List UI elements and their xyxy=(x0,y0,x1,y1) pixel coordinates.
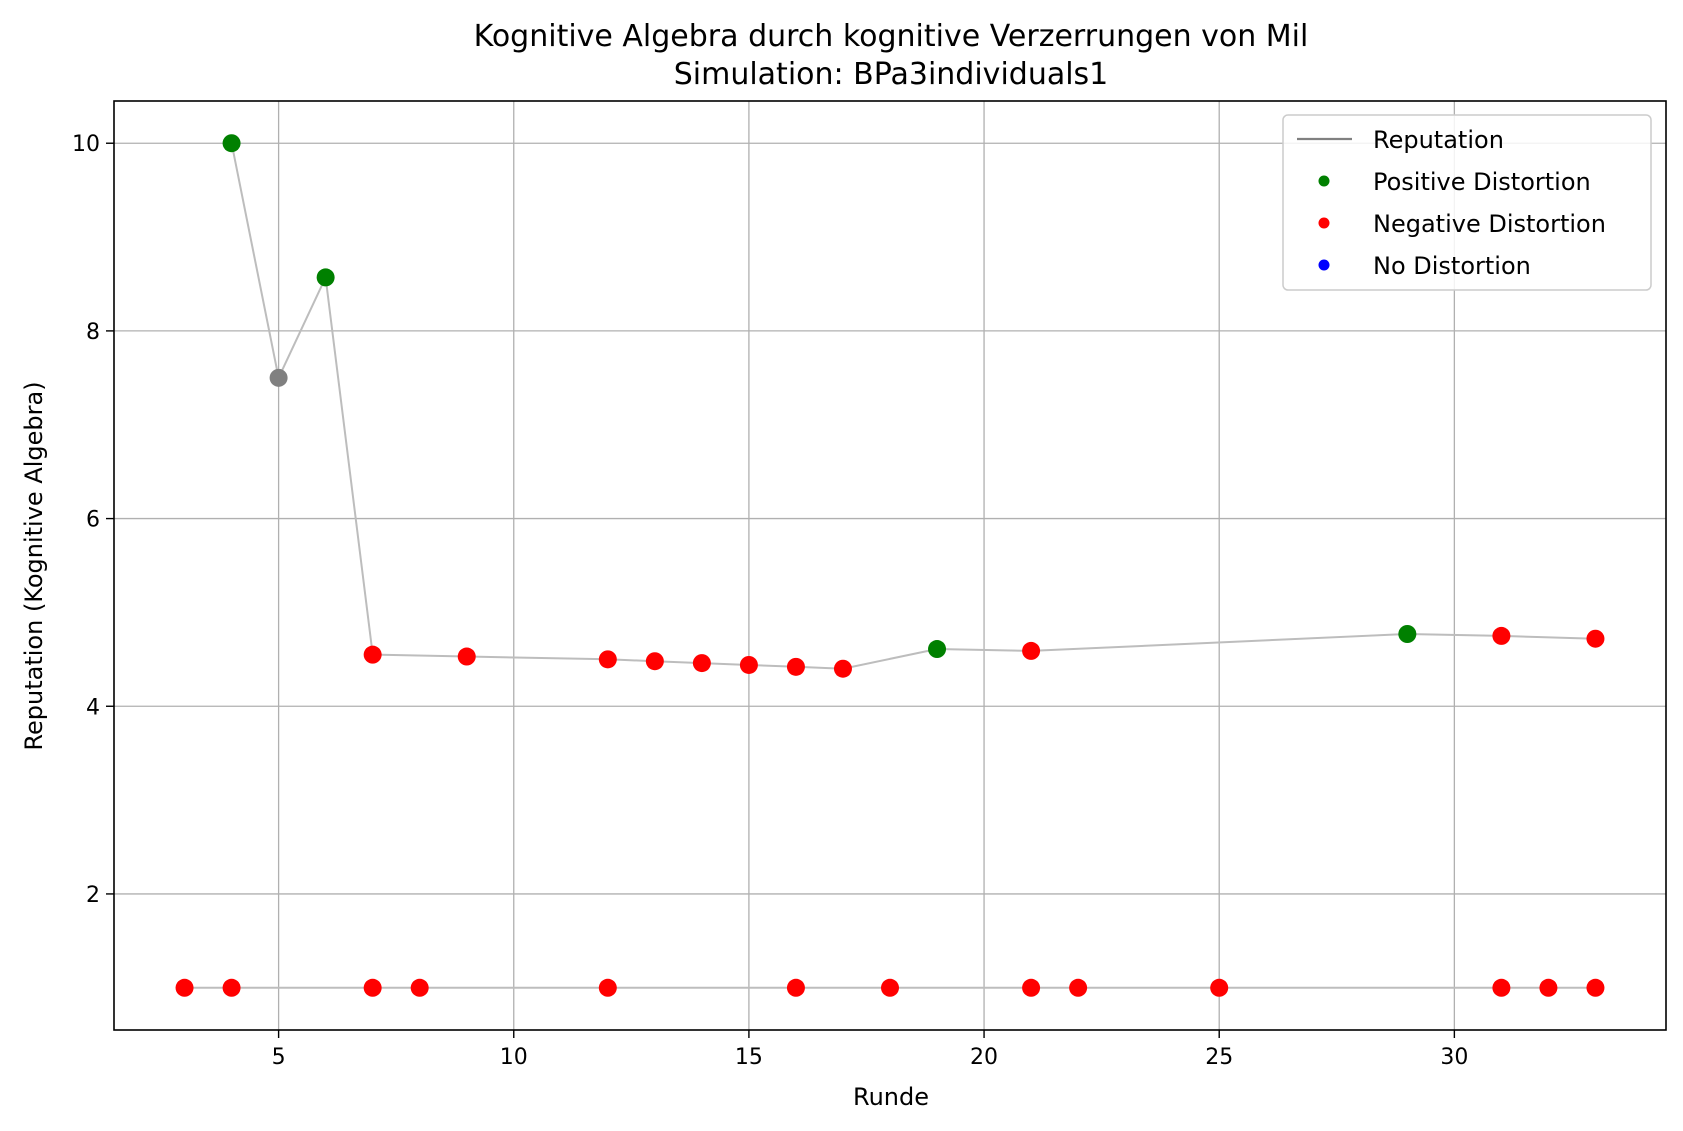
data-point xyxy=(363,645,382,664)
data-point xyxy=(269,368,288,387)
data-point xyxy=(410,978,429,997)
x-tick-label: 20 xyxy=(970,1045,998,1070)
data-point xyxy=(1586,629,1605,648)
data-point xyxy=(692,654,711,673)
data-point xyxy=(1069,978,1088,997)
plot-frame xyxy=(113,100,1667,1031)
data-point xyxy=(928,640,947,659)
y-tick-label: 2 xyxy=(86,883,100,908)
legend-label-reputation: Reputation xyxy=(1373,126,1504,154)
data-point xyxy=(1586,978,1605,997)
x-axis-label: Runde xyxy=(853,1083,929,1111)
x-tick-label: 30 xyxy=(1440,1045,1468,1070)
data-point xyxy=(222,134,241,153)
y-axis-label: Reputation (Kognitive Algebra) xyxy=(20,381,48,750)
data-point xyxy=(1398,625,1417,644)
data-point xyxy=(1492,626,1511,645)
y-tick-label: 10 xyxy=(72,132,100,157)
data-point xyxy=(598,650,617,669)
x-tick-label: 15 xyxy=(735,1045,763,1070)
data-point xyxy=(739,655,758,674)
legend-negative-marker-icon xyxy=(1318,217,1330,229)
legend-label-negative: Negative Distortion xyxy=(1373,210,1606,238)
data-point xyxy=(1492,978,1511,997)
data-points xyxy=(175,134,1605,997)
data-point xyxy=(316,268,335,287)
data-point xyxy=(1022,641,1041,660)
data-point xyxy=(1210,978,1229,997)
data-point xyxy=(786,657,805,676)
chart-title: Kognitive Algebra durch kognitive Verzer… xyxy=(474,19,1309,54)
y-tick-label: 4 xyxy=(86,695,100,720)
legend-box xyxy=(1282,114,1652,291)
data-point xyxy=(645,652,664,671)
legend-none-marker-icon xyxy=(1318,259,1330,271)
data-point xyxy=(833,659,852,678)
legend: Reputation Positive Distortion Negative … xyxy=(1282,114,1652,291)
data-point xyxy=(222,978,241,997)
x-tick-label: 25 xyxy=(1205,1045,1233,1070)
data-point xyxy=(175,978,194,997)
legend-label-positive: Positive Distortion xyxy=(1373,168,1591,196)
axis-ticks: 5 10 15 20 25 30 2 4 6 8 10 xyxy=(72,132,1468,1070)
data-point xyxy=(1539,978,1558,997)
legend-label-none: No Distortion xyxy=(1373,252,1531,280)
chart-subtitle: Simulation: BPa3individuals1 xyxy=(674,57,1109,92)
data-point xyxy=(881,978,899,997)
x-tick-label: 5 xyxy=(272,1045,286,1070)
legend-positive-marker-icon xyxy=(1318,175,1330,187)
data-point xyxy=(598,978,617,997)
data-point xyxy=(363,978,382,997)
x-tick-label: 10 xyxy=(500,1045,528,1070)
reputation-line xyxy=(230,143,1596,670)
data-point xyxy=(1022,978,1041,997)
data-point xyxy=(786,978,805,997)
y-tick-label: 6 xyxy=(86,508,100,533)
data-point xyxy=(457,647,476,666)
y-tick-label: 8 xyxy=(86,320,100,345)
